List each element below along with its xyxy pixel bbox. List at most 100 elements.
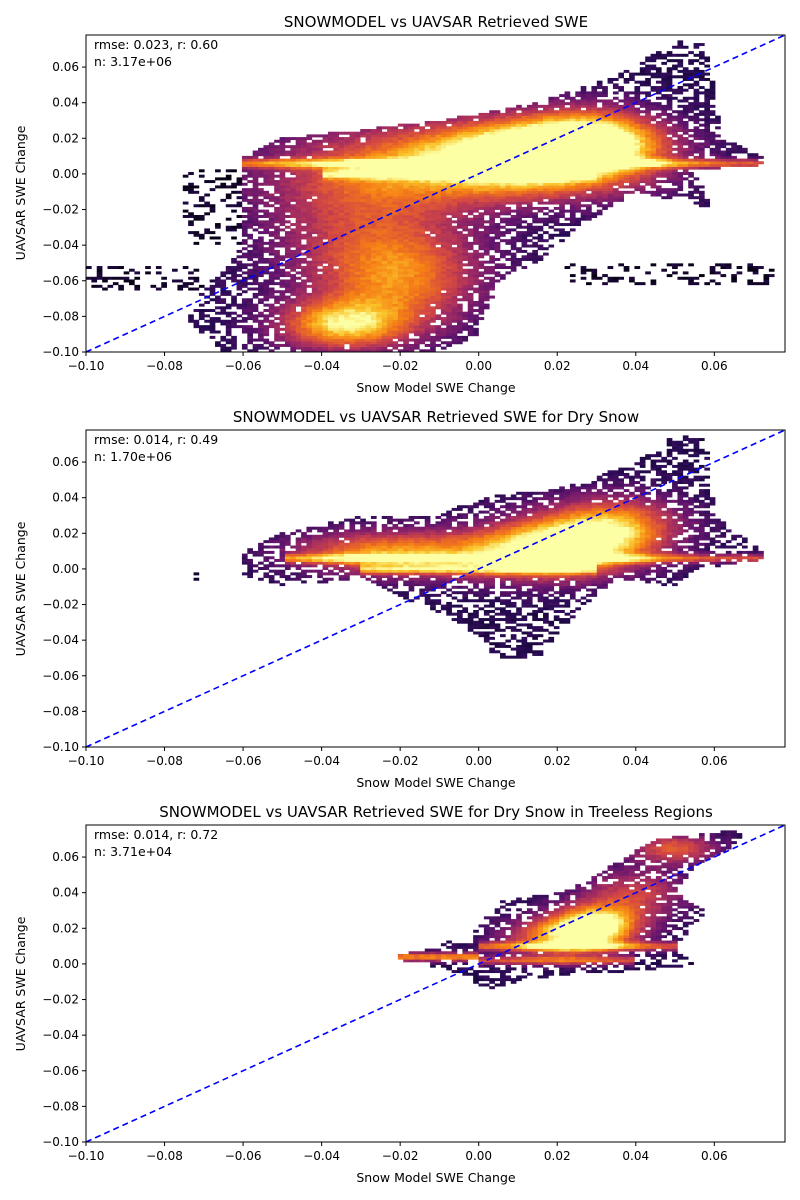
heatmap-cell <box>500 196 506 200</box>
heatmap-cell <box>118 287 124 291</box>
heatmap-cell <box>526 255 533 259</box>
heatmap-cell <box>543 147 549 151</box>
heatmap-cell <box>408 298 415 302</box>
heatmap-cell <box>263 346 270 350</box>
heatmap-cell <box>290 333 296 337</box>
heatmap-cell <box>602 163 608 167</box>
heatmap-cell <box>301 303 307 307</box>
heatmap-cell <box>403 190 409 194</box>
heatmap-cell <box>279 137 286 141</box>
heatmap-cell <box>279 147 286 151</box>
heatmap-cell <box>333 322 340 326</box>
heatmap-cell <box>440 335 447 339</box>
heatmap-cell <box>435 338 442 342</box>
heatmap-cell <box>602 120 608 124</box>
heatmap-cell <box>252 349 259 353</box>
heatmap-cell <box>188 182 194 186</box>
heatmap-cell <box>258 188 264 192</box>
heatmap-cell <box>569 145 576 149</box>
heatmap-cell <box>193 287 200 291</box>
heatmap-cell <box>231 257 237 261</box>
heatmap-cell <box>489 137 495 141</box>
heatmap-cell <box>381 338 388 342</box>
heatmap-cell <box>263 153 270 157</box>
heatmap-cell <box>559 190 565 194</box>
heatmap-cell <box>543 139 549 143</box>
heatmap-cell <box>596 177 603 181</box>
heatmap-cell <box>419 188 426 192</box>
heatmap-cell <box>451 120 458 124</box>
heatmap-cell <box>559 120 565 124</box>
heatmap-cell <box>586 169 592 173</box>
heatmap-cell <box>333 212 340 216</box>
heatmap-cell <box>424 193 431 197</box>
heatmap-cell <box>559 107 565 111</box>
heatmap-cell <box>451 241 458 245</box>
heatmap-cell <box>306 338 313 342</box>
heatmap-cell <box>231 225 237 229</box>
heatmap-cell <box>317 233 323 237</box>
heatmap-cell <box>413 306 420 310</box>
heatmap-cell <box>413 223 420 227</box>
heatmap-cell <box>338 306 345 310</box>
heatmap-cell <box>322 236 329 240</box>
heatmap-cell <box>365 343 372 347</box>
heatmap-cell <box>392 346 399 350</box>
heatmap-cell <box>516 161 522 165</box>
heatmap-cell <box>553 131 560 135</box>
heatmap-cell <box>457 271 463 275</box>
heatmap-cell <box>376 182 383 186</box>
heatmap-cell <box>365 236 372 240</box>
heatmap-cell <box>387 158 393 162</box>
heatmap-cell <box>392 247 399 251</box>
heatmap-cell <box>333 185 340 189</box>
heatmap-cell <box>360 255 366 259</box>
heatmap-cell <box>258 236 264 240</box>
heatmap-cell <box>424 306 431 310</box>
heatmap-cell <box>365 247 372 251</box>
heatmap-cell <box>387 335 393 339</box>
heatmap-cell <box>424 274 431 278</box>
heatmap-cell <box>392 155 399 159</box>
heatmap-cell <box>413 201 420 205</box>
heatmap-cell <box>430 190 436 194</box>
heatmap-cell <box>532 166 538 170</box>
heatmap-cell <box>338 303 345 307</box>
heatmap-cell <box>419 290 426 294</box>
heatmap-cell <box>473 123 479 127</box>
heatmap-cell <box>317 244 323 248</box>
heatmap-cell <box>430 180 436 184</box>
heatmap-cell <box>494 158 501 162</box>
heatmap-cell <box>537 145 544 149</box>
heatmap-cell <box>612 91 619 95</box>
heatmap-cell <box>451 271 458 275</box>
heatmap-cell <box>500 217 506 221</box>
heatmap-cell <box>322 325 329 329</box>
heatmap-cell <box>327 185 334 189</box>
heatmap-cell <box>580 158 587 162</box>
heatmap-cell <box>537 153 544 157</box>
heatmap-cell <box>505 126 512 130</box>
heatmap-cell <box>430 161 436 165</box>
heatmap-cell <box>424 349 431 353</box>
heatmap-cell <box>247 349 253 353</box>
heatmap-cell <box>322 166 329 170</box>
heatmap-cell <box>344 212 350 216</box>
heatmap-cell <box>317 177 323 181</box>
heatmap-cell <box>451 209 458 213</box>
heatmap-cell <box>505 169 512 173</box>
heatmap-cell <box>483 290 490 294</box>
heatmap-cell <box>467 131 474 135</box>
heatmap-cell <box>586 182 592 186</box>
heatmap-cell <box>290 276 296 280</box>
heatmap-cell <box>333 274 340 278</box>
heatmap-cell <box>317 228 323 232</box>
heatmap-cell <box>397 158 404 162</box>
heatmap-cell <box>349 327 356 331</box>
heatmap-cell <box>301 209 307 213</box>
heatmap-cell <box>311 177 318 181</box>
heatmap-cell <box>602 274 608 278</box>
heatmap-cell <box>263 193 270 197</box>
heatmap-cell <box>521 126 528 130</box>
heatmap-cell <box>457 330 463 334</box>
